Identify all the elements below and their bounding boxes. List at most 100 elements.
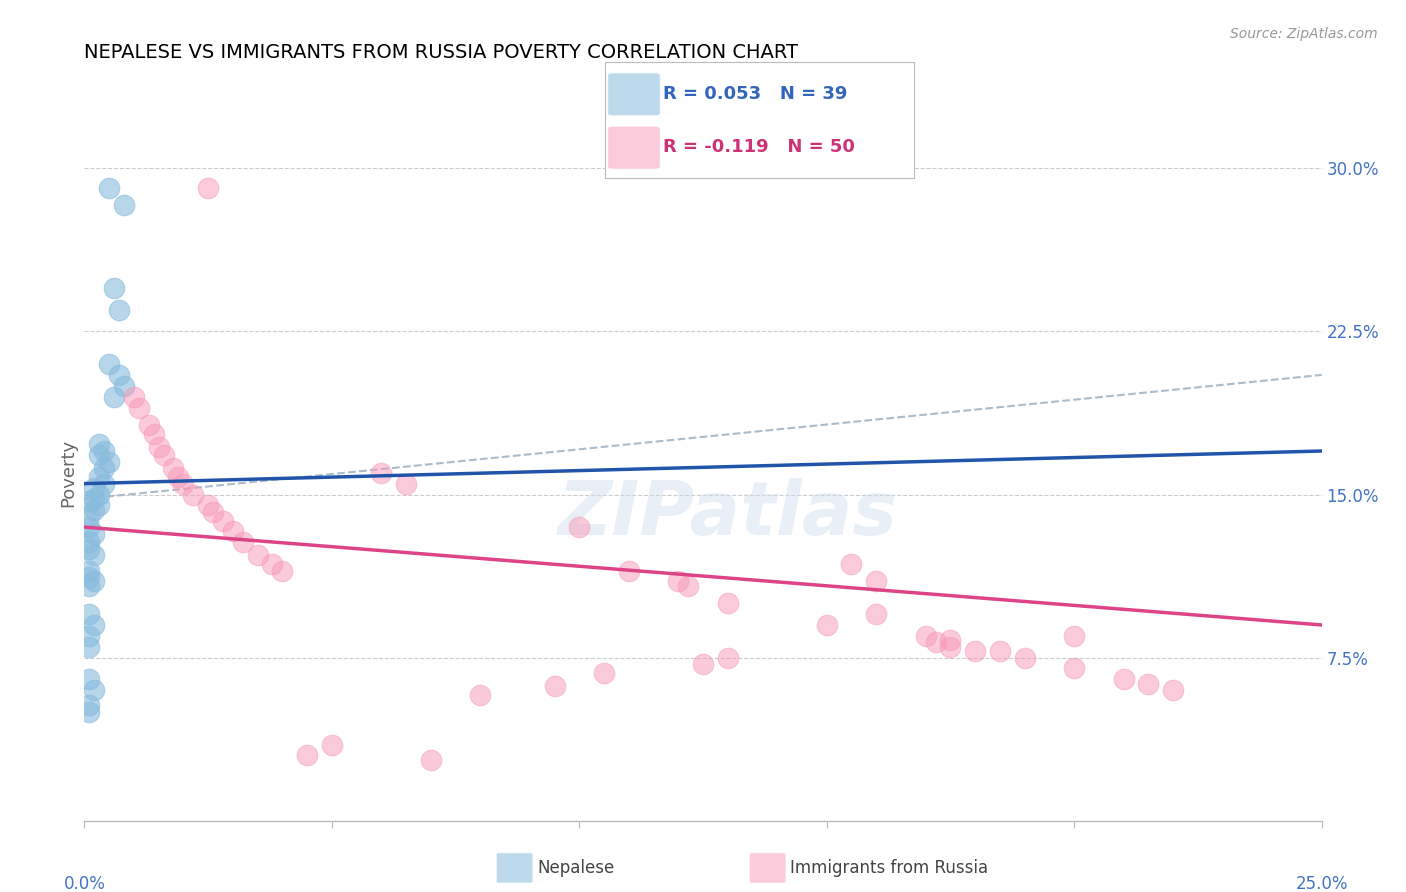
- Point: [103, 390, 125, 404]
- Text: NEPALESE VS IMMIGRANTS FROM RUSSIA POVERTY CORRELATION CHART: NEPALESE VS IMMIGRANTS FROM RUSSIA POVER…: [84, 44, 799, 62]
- Point: [89, 499, 111, 513]
- Point: [98, 455, 121, 469]
- Point: [89, 437, 111, 451]
- Point: [717, 650, 740, 665]
- Point: [83, 502, 105, 516]
- Point: [112, 378, 135, 392]
- Point: [89, 470, 111, 484]
- Point: [98, 181, 121, 195]
- Point: [93, 461, 115, 475]
- Point: [197, 181, 219, 195]
- Text: 0.0%: 0.0%: [63, 875, 105, 892]
- Point: [676, 579, 699, 593]
- Point: [419, 753, 441, 767]
- Point: [142, 426, 165, 441]
- Point: [79, 673, 101, 687]
- Point: [295, 748, 318, 763]
- Point: [83, 526, 105, 541]
- Point: [181, 487, 204, 501]
- Point: [939, 633, 962, 648]
- Text: 25.0%: 25.0%: [1295, 875, 1348, 892]
- Point: [138, 417, 160, 432]
- Point: [543, 679, 565, 693]
- Point: [79, 607, 101, 621]
- Point: [83, 481, 105, 495]
- Point: [79, 564, 101, 578]
- Point: [197, 499, 219, 513]
- Point: [815, 618, 838, 632]
- Point: [395, 476, 418, 491]
- Point: [988, 644, 1011, 658]
- Point: [262, 557, 284, 571]
- Point: [172, 476, 194, 491]
- Point: [202, 505, 225, 519]
- Point: [79, 535, 101, 549]
- Point: [83, 549, 105, 563]
- Point: [939, 640, 962, 654]
- Point: [1014, 650, 1036, 665]
- FancyBboxPatch shape: [607, 73, 661, 116]
- Point: [79, 640, 101, 654]
- Point: [1161, 683, 1184, 698]
- Point: [79, 629, 101, 643]
- Point: [924, 635, 946, 649]
- Point: [321, 738, 343, 752]
- Point: [246, 549, 269, 563]
- Point: [617, 564, 640, 578]
- Point: [271, 564, 294, 578]
- Text: ZIPatlas: ZIPatlas: [558, 478, 898, 551]
- Point: [717, 596, 740, 610]
- Point: [232, 535, 254, 549]
- Point: [103, 281, 125, 295]
- Point: [93, 444, 115, 458]
- Point: [98, 357, 121, 371]
- Point: [212, 514, 235, 528]
- Text: Nepalese: Nepalese: [537, 859, 614, 877]
- Point: [83, 618, 105, 632]
- Text: Immigrants from Russia: Immigrants from Russia: [790, 859, 988, 877]
- Point: [93, 476, 115, 491]
- Point: [965, 644, 987, 658]
- Point: [79, 579, 101, 593]
- Point: [79, 705, 101, 719]
- Point: [122, 390, 145, 404]
- Y-axis label: Poverty: Poverty: [59, 439, 77, 507]
- Point: [79, 541, 101, 556]
- Point: [108, 302, 131, 317]
- Point: [222, 524, 245, 539]
- Point: [79, 494, 101, 508]
- Text: R = -0.119   N = 50: R = -0.119 N = 50: [664, 137, 855, 155]
- Text: R = 0.053   N = 39: R = 0.053 N = 39: [664, 86, 848, 103]
- Point: [162, 461, 184, 475]
- Point: [692, 657, 714, 671]
- Point: [865, 607, 887, 621]
- Point: [593, 665, 616, 680]
- Point: [83, 491, 105, 506]
- Point: [79, 509, 101, 524]
- Point: [89, 487, 111, 501]
- Point: [865, 574, 887, 589]
- Text: Source: ZipAtlas.com: Source: ZipAtlas.com: [1230, 27, 1378, 41]
- Point: [1063, 661, 1085, 675]
- Point: [666, 574, 689, 589]
- Point: [470, 688, 492, 702]
- Point: [79, 570, 101, 584]
- Point: [370, 466, 392, 480]
- Point: [1112, 673, 1135, 687]
- Point: [108, 368, 131, 382]
- Point: [79, 520, 101, 534]
- Point: [568, 520, 591, 534]
- FancyBboxPatch shape: [607, 126, 661, 169]
- Point: [89, 448, 111, 462]
- Point: [914, 629, 936, 643]
- Point: [112, 198, 135, 212]
- Point: [152, 448, 174, 462]
- Point: [148, 440, 170, 454]
- Point: [128, 401, 150, 415]
- Point: [841, 557, 863, 571]
- Point: [83, 574, 105, 589]
- Point: [1063, 629, 1085, 643]
- Point: [79, 698, 101, 713]
- Point: [83, 683, 105, 698]
- Point: [167, 470, 190, 484]
